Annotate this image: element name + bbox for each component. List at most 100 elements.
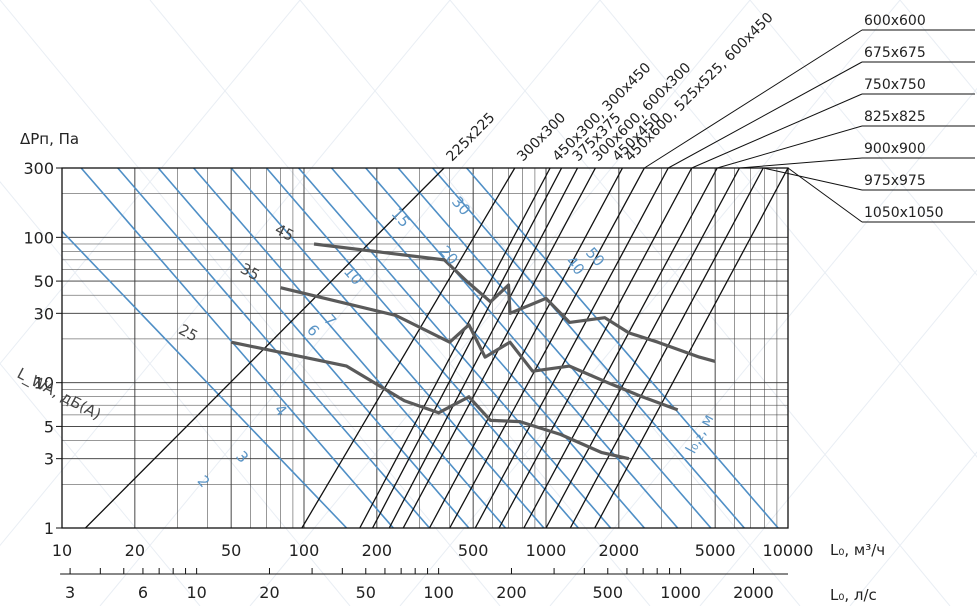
deco-line xyxy=(599,0,977,458)
size-label: 600x600 xyxy=(864,13,926,29)
noise-curve xyxy=(230,340,630,461)
size-line-600x600 xyxy=(449,168,645,528)
x-tick-label: 10000 xyxy=(763,541,814,560)
throw-label: 2 xyxy=(194,472,214,491)
size-label: 825x825 xyxy=(864,109,926,125)
x2-tick-label: 2000 xyxy=(733,583,774,602)
plot-frame xyxy=(61,167,789,529)
noise-curve xyxy=(313,242,716,363)
size-label: 900x900 xyxy=(864,141,926,157)
y-axis-title: ΔPп, Па xyxy=(20,130,79,148)
size-line-450x300-300x450 xyxy=(359,168,551,528)
x-tick-label: 10 xyxy=(52,541,72,560)
deco-line xyxy=(849,451,977,606)
deco-line xyxy=(0,0,301,365)
size-line-450x600-525x525-600x450 xyxy=(428,168,624,528)
y-tick-label: 100 xyxy=(23,228,54,247)
x2-tick-label: 6 xyxy=(138,583,148,602)
throw-line xyxy=(157,168,470,528)
y-tick-label: 50 xyxy=(34,272,54,291)
x-tick-label: 2000 xyxy=(598,541,639,560)
size-lines xyxy=(84,168,788,528)
noise-curve xyxy=(280,286,679,412)
deco-line xyxy=(249,0,751,606)
throw-label: 30 xyxy=(448,193,474,219)
x2-tick-label: 500 xyxy=(593,583,624,602)
size-leader xyxy=(717,125,863,169)
size-line-975x975 xyxy=(569,168,764,528)
size-line-300x300 xyxy=(301,168,516,528)
y-tick-label: 10 xyxy=(34,374,54,393)
size-leader xyxy=(739,157,863,169)
throw-label: 15 xyxy=(388,205,414,231)
y-tick-label: 1 xyxy=(44,519,54,538)
y-tick-label: 5 xyxy=(44,417,54,436)
throw-line xyxy=(230,168,545,528)
deco-line xyxy=(449,0,951,606)
throw-line xyxy=(117,168,431,528)
throw-line xyxy=(265,168,579,528)
throw-line xyxy=(80,168,394,528)
x2-tick-label: 10 xyxy=(186,583,206,602)
grid xyxy=(61,168,788,528)
throw-line xyxy=(432,168,745,528)
x2-tick-label: 200 xyxy=(496,583,527,602)
size-line-900x900 xyxy=(545,168,741,528)
size-line-750x750 xyxy=(498,168,693,528)
throw-lines xyxy=(62,168,779,528)
x-tick-label: 200 xyxy=(362,541,393,560)
throw-label: 10 xyxy=(340,263,366,289)
x2-tick-label: 20 xyxy=(259,583,279,602)
throw-line xyxy=(193,168,507,528)
x-tick-label: 500 xyxy=(458,541,489,560)
throw-line xyxy=(330,168,645,528)
throw-series-name: l₀,₂, м xyxy=(682,411,718,456)
size-line-675x675 xyxy=(474,168,669,528)
deco-line xyxy=(549,87,977,606)
size-leader xyxy=(763,167,863,191)
x-tick-label: 100 xyxy=(289,541,320,560)
x-axis-title: L₀, м³/ч xyxy=(830,541,885,559)
throw-label: 6 xyxy=(303,321,323,340)
y-tick-label: 3 xyxy=(44,450,54,469)
size-line-300x600-600x300 xyxy=(388,168,579,528)
size-leader xyxy=(644,29,863,169)
x-tick-label: 1000 xyxy=(526,541,567,560)
noise-curves xyxy=(230,242,716,461)
size-label: 750x750 xyxy=(864,77,926,93)
size-label: 975x975 xyxy=(864,173,926,189)
noise-series-name: L_WA, дБ(А) xyxy=(14,364,104,424)
x2-axis-title: L₀, л/с xyxy=(830,586,877,604)
deco-line xyxy=(749,0,977,276)
size-label: 675x675 xyxy=(864,45,926,61)
throw-line xyxy=(365,168,679,528)
size-line-375x375 xyxy=(371,168,563,528)
y-tick-label: 300 xyxy=(23,159,54,178)
x-tick-label: 5000 xyxy=(695,541,736,560)
size-line-825x825 xyxy=(523,168,718,528)
x-tick-label: 50 xyxy=(221,541,241,560)
deco-line xyxy=(0,0,501,606)
deco-line xyxy=(149,0,651,606)
x2-tick-label: 1000 xyxy=(660,583,701,602)
y-tick-label: 30 xyxy=(34,304,54,323)
size-leader xyxy=(787,167,863,223)
throw-label: 3 xyxy=(232,447,252,466)
x-tick-label: 20 xyxy=(125,541,145,560)
size-leader xyxy=(691,93,863,169)
deco-line xyxy=(0,362,201,606)
size-line-1050x1050 xyxy=(594,168,788,528)
noise-label: 25 xyxy=(176,321,201,346)
throw-line xyxy=(62,230,348,528)
noise-label: 45 xyxy=(272,220,297,245)
deco-line xyxy=(399,0,901,606)
x2-tick-label: 3 xyxy=(65,583,75,602)
throw-line xyxy=(397,168,712,528)
size-label: 1050x1050 xyxy=(864,205,944,221)
x2-tick-label: 50 xyxy=(356,583,376,602)
deco-line xyxy=(699,269,977,606)
x2-tick-label: 100 xyxy=(423,583,454,602)
deco-line xyxy=(0,0,451,547)
